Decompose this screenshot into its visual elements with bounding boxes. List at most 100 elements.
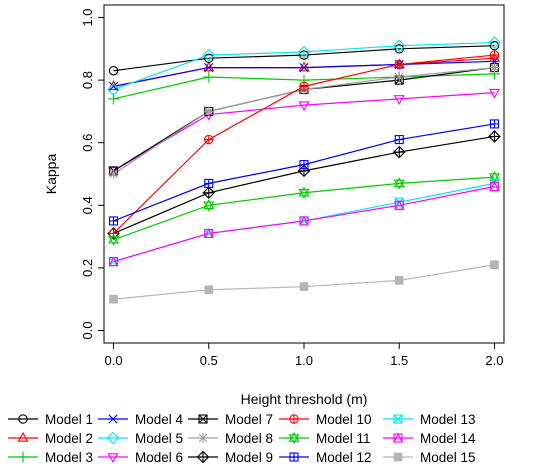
data-point-series-1 — [489, 40, 500, 51]
legend-label: Model 2 — [45, 431, 93, 446]
legend-marker — [393, 414, 403, 424]
legend-item: Model 13 — [383, 412, 476, 427]
legend-item: Model 11 — [279, 431, 371, 446]
data-point-series-1 — [299, 50, 309, 60]
x-axis-title: Height threshold (m) — [241, 391, 368, 407]
legend-item: Model 8 — [188, 431, 273, 446]
legend-marker — [196, 450, 210, 464]
legend-label: Model 11 — [316, 431, 371, 446]
legend-marker — [17, 451, 29, 463]
data-point-series-11 — [107, 233, 120, 246]
data-point-series-12 — [204, 178, 214, 188]
legend-item: Model 12 — [279, 450, 372, 465]
legend-item: Model 14 — [383, 431, 476, 446]
y-tick-label: 0.8 — [80, 71, 95, 89]
legend-marker — [107, 453, 119, 464]
legend-item: Model 15 — [383, 450, 476, 465]
series-line-6 — [113, 92, 495, 172]
series-line-5 — [113, 41, 495, 91]
legend-label: Model 5 — [135, 431, 183, 446]
legend-label: Model 13 — [420, 412, 476, 427]
x-tick-label: 0.5 — [200, 353, 218, 368]
data-point-series-10 — [489, 50, 500, 60]
x-tick-label: 1.5 — [390, 353, 408, 368]
data-point-series-8 — [394, 71, 405, 82]
y-axis-title: Kappa — [43, 154, 59, 195]
axes: 0.0 0.5 1.0 1.5 2.0 0.0 0.2 0.4 0.6 0.8 1.0 — [80, 8, 504, 368]
data-point-series-5 — [107, 83, 120, 96]
x-tick-label: 2.0 — [485, 353, 503, 368]
data-point-series-14 — [394, 200, 405, 210]
data-point-series-5 — [297, 45, 311, 59]
series-line-11 — [113, 176, 495, 241]
data-point-series-8 — [108, 169, 119, 179]
y-tick-label: 1.0 — [80, 8, 95, 26]
data-point-series-2 — [203, 61, 215, 72]
data-point-series-5 — [202, 48, 216, 62]
data-point-series-11 — [203, 199, 215, 212]
data-point-series-12 — [394, 135, 404, 145]
x-tick-label: 1.0 — [295, 353, 313, 368]
legend-marker — [198, 414, 208, 424]
data-point-series-8 — [489, 62, 500, 73]
data-point-series-14 — [489, 181, 500, 192]
data-point-series-11 — [488, 171, 501, 184]
legend-marker — [106, 431, 120, 445]
legend-marker — [108, 414, 118, 424]
legend-label: Model 15 — [420, 450, 476, 465]
legend: Model 1 Model 2 Model 3 Model 4 Model 5 Model… — [8, 412, 476, 465]
data-point-series-15 — [299, 282, 309, 292]
legend-label: Model 6 — [135, 450, 183, 465]
data-point-series-11 — [393, 177, 405, 190]
data-point-series-10 — [299, 81, 309, 92]
legend-marker — [289, 452, 299, 462]
legend-marker — [288, 431, 300, 445]
legend-label: Model 9 — [225, 450, 273, 465]
legend-item: Model 6 — [98, 450, 183, 465]
series-line-15 — [113, 264, 495, 300]
legend-marker — [393, 432, 403, 443]
series-line-1 — [113, 45, 495, 72]
data-point-series-12 — [299, 160, 309, 170]
data-point-series-14 — [108, 256, 119, 267]
y-tick-label: 0.4 — [80, 196, 95, 214]
legend-marker — [18, 414, 28, 424]
data-point-series-4 — [108, 81, 119, 91]
data-point-series-12 — [108, 216, 119, 226]
legend-marker — [393, 452, 403, 462]
legend-label: Model 12 — [316, 450, 372, 465]
data-point-series-15 — [394, 276, 404, 285]
legend-marker — [198, 433, 208, 443]
data-point-series-5 — [392, 39, 406, 52]
legend-item: Model 1 — [8, 412, 93, 427]
data-point-series-5 — [488, 36, 501, 49]
data-point-series-14 — [203, 228, 214, 239]
legend-item: Model 3 — [8, 450, 93, 465]
data-point-series-2 — [107, 80, 120, 91]
x-tick-label: 0.0 — [104, 353, 122, 368]
legend-label: Model 7 — [225, 412, 273, 427]
legend-item: Model 7 — [188, 412, 273, 427]
data-point-series-6 — [298, 101, 310, 112]
legend-item: Model 9 — [188, 450, 273, 465]
data-point-series-9 — [488, 130, 501, 143]
data-point-series-11 — [298, 186, 310, 199]
data-point-series-1 — [108, 65, 119, 76]
data-point-series-1 — [394, 44, 404, 54]
data-point-series-2 — [298, 61, 310, 72]
data-point-series-15 — [109, 294, 118, 304]
legend-item: Model 5 — [98, 431, 183, 446]
data-point-series-8 — [203, 106, 214, 117]
data-point-series-10 — [204, 134, 214, 145]
data-point-series-9 — [202, 186, 216, 200]
data-point-series-9 — [392, 145, 406, 159]
legend-label: Model 1 — [45, 412, 93, 427]
legend-label: Model 4 — [135, 412, 184, 427]
data-point-series-15 — [204, 285, 214, 295]
data-point-series-6 — [488, 88, 501, 99]
legend-item: Model 10 — [279, 412, 372, 427]
legend-label: Model 10 — [316, 412, 372, 427]
data-point-series-4 — [299, 63, 309, 73]
data-point-series-10 — [394, 59, 404, 70]
